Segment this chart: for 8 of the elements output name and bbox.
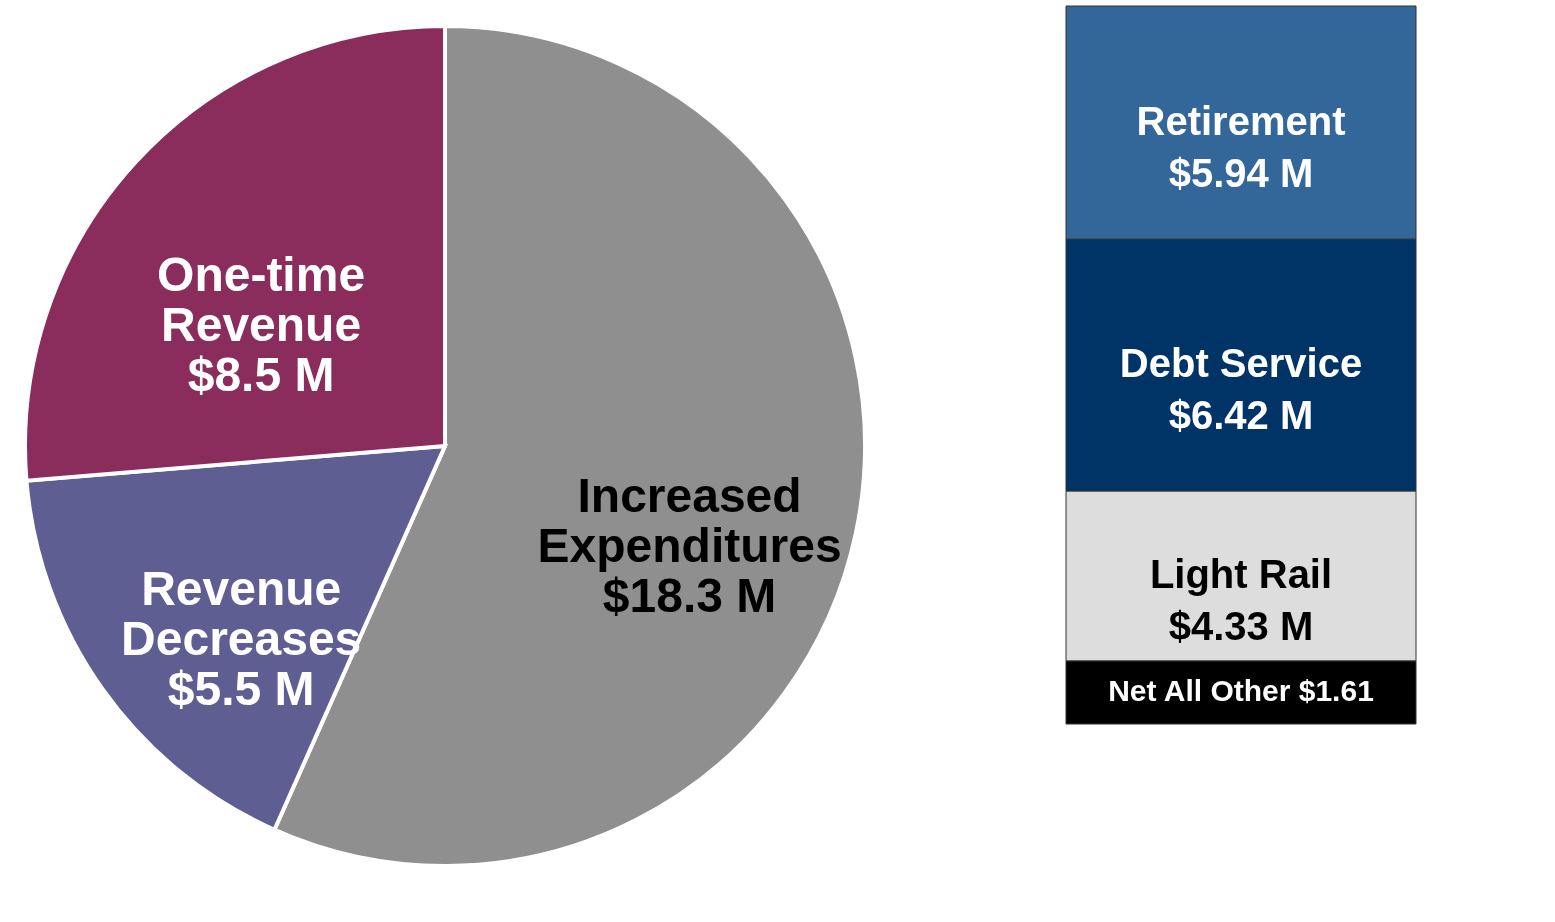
slice-label: Increased Expenditures — [537, 468, 842, 572]
series-label: Retirement — [1136, 98, 1346, 143]
text: Net All Other $1.61 — [1108, 674, 1374, 708]
series-label: Light Rail — [1149, 551, 1333, 596]
data-label: $5.94 M — [1168, 150, 1314, 195]
data-label: $6.42 M — [1168, 393, 1314, 437]
data-label: $4.33 M — [1168, 603, 1314, 648]
series-label: Debt Service — [1119, 341, 1363, 385]
